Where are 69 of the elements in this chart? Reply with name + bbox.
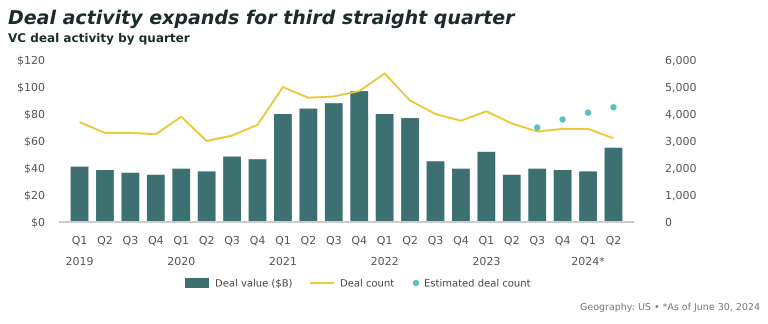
y2-tick-label: 2,000 [665,162,696,175]
y-tick-label: $100 [17,80,45,94]
y-tick-label: $60 [24,134,45,148]
bar [299,108,318,222]
bar [502,174,521,222]
y2-tick-label: 5,000 [665,80,696,94]
x-tick-label: Q1 2020 [167,234,196,268]
bar [401,118,419,222]
bar [248,159,266,222]
chart-title: Deal activity expands for third straight quarter [8,7,516,29]
bar [350,91,368,222]
x-tick-label: Q2 [402,234,418,247]
x-tick-label: Q2 [97,234,113,247]
x-tick-label: Q2 [606,234,622,247]
legend-label: Estimated deal count [424,278,531,290]
bar [70,166,88,222]
bar [376,114,394,222]
bar [96,170,114,222]
bar [223,156,241,222]
y-tick-label: $40 [24,162,45,175]
x-tick-label: Q3 [428,234,444,247]
bar [121,172,140,222]
line-series [78,72,614,142]
x-tick-label: Q4 [351,234,368,247]
y-tick-label: $120 [17,54,45,67]
bar [554,170,572,222]
x-tick-label: Q2 [300,234,316,247]
x-tick-label: Q1 2024* [571,234,606,268]
x-tick-label: Q4 [250,234,266,247]
y2-tick-label: 4,000 [665,108,696,121]
bar [426,161,444,222]
y-tick-label: $80 [24,108,45,121]
x-tick-label: Q3 [224,234,240,247]
x-tick-label: Q1 2022 [370,234,399,268]
legend-label: Deal value ($B) [215,278,293,290]
y2-tick-label: 6,000 [665,54,696,67]
x-tick-label: Q1 2023 [472,234,500,268]
bar [146,174,165,222]
x-tick-label: Q2 [198,234,214,247]
bar [324,103,343,222]
bar [477,152,496,222]
y2-tick-label: 1,000 [665,188,696,202]
text: Geography: US • *As of June 30, 2024 [580,302,760,313]
x-tick-label: Q1 2019 [66,234,94,268]
x-tick-label: Q2 [504,234,520,247]
bar [172,168,190,222]
bar [274,114,292,222]
point [534,124,540,131]
bar [452,168,470,222]
bar [604,148,622,222]
point [584,109,592,116]
x-tick-label: Q3 [326,234,342,247]
x-tick-label: Q4 [148,234,164,247]
x-tick-label: Q3 [122,234,138,247]
x-tick-label: Q4 [554,234,570,247]
x-tick-label: Q3 [529,234,546,247]
x-tick-label: Q4 [453,234,469,247]
bar [198,171,216,222]
y2-tick-label: 0 [665,216,672,229]
x-tick-label: Q1 2021 [268,234,297,268]
point [610,104,617,110]
chart-subtitle: VC deal activity by quarter [8,31,190,45]
y2-tick-label: 3,000 [665,134,696,148]
legend-label: Deal count [340,278,394,290]
bar [528,168,546,222]
y-tick-label: $20 [24,188,45,202]
point [559,116,566,123]
y-tick-label: $0 [31,216,45,229]
bar [579,171,597,222]
